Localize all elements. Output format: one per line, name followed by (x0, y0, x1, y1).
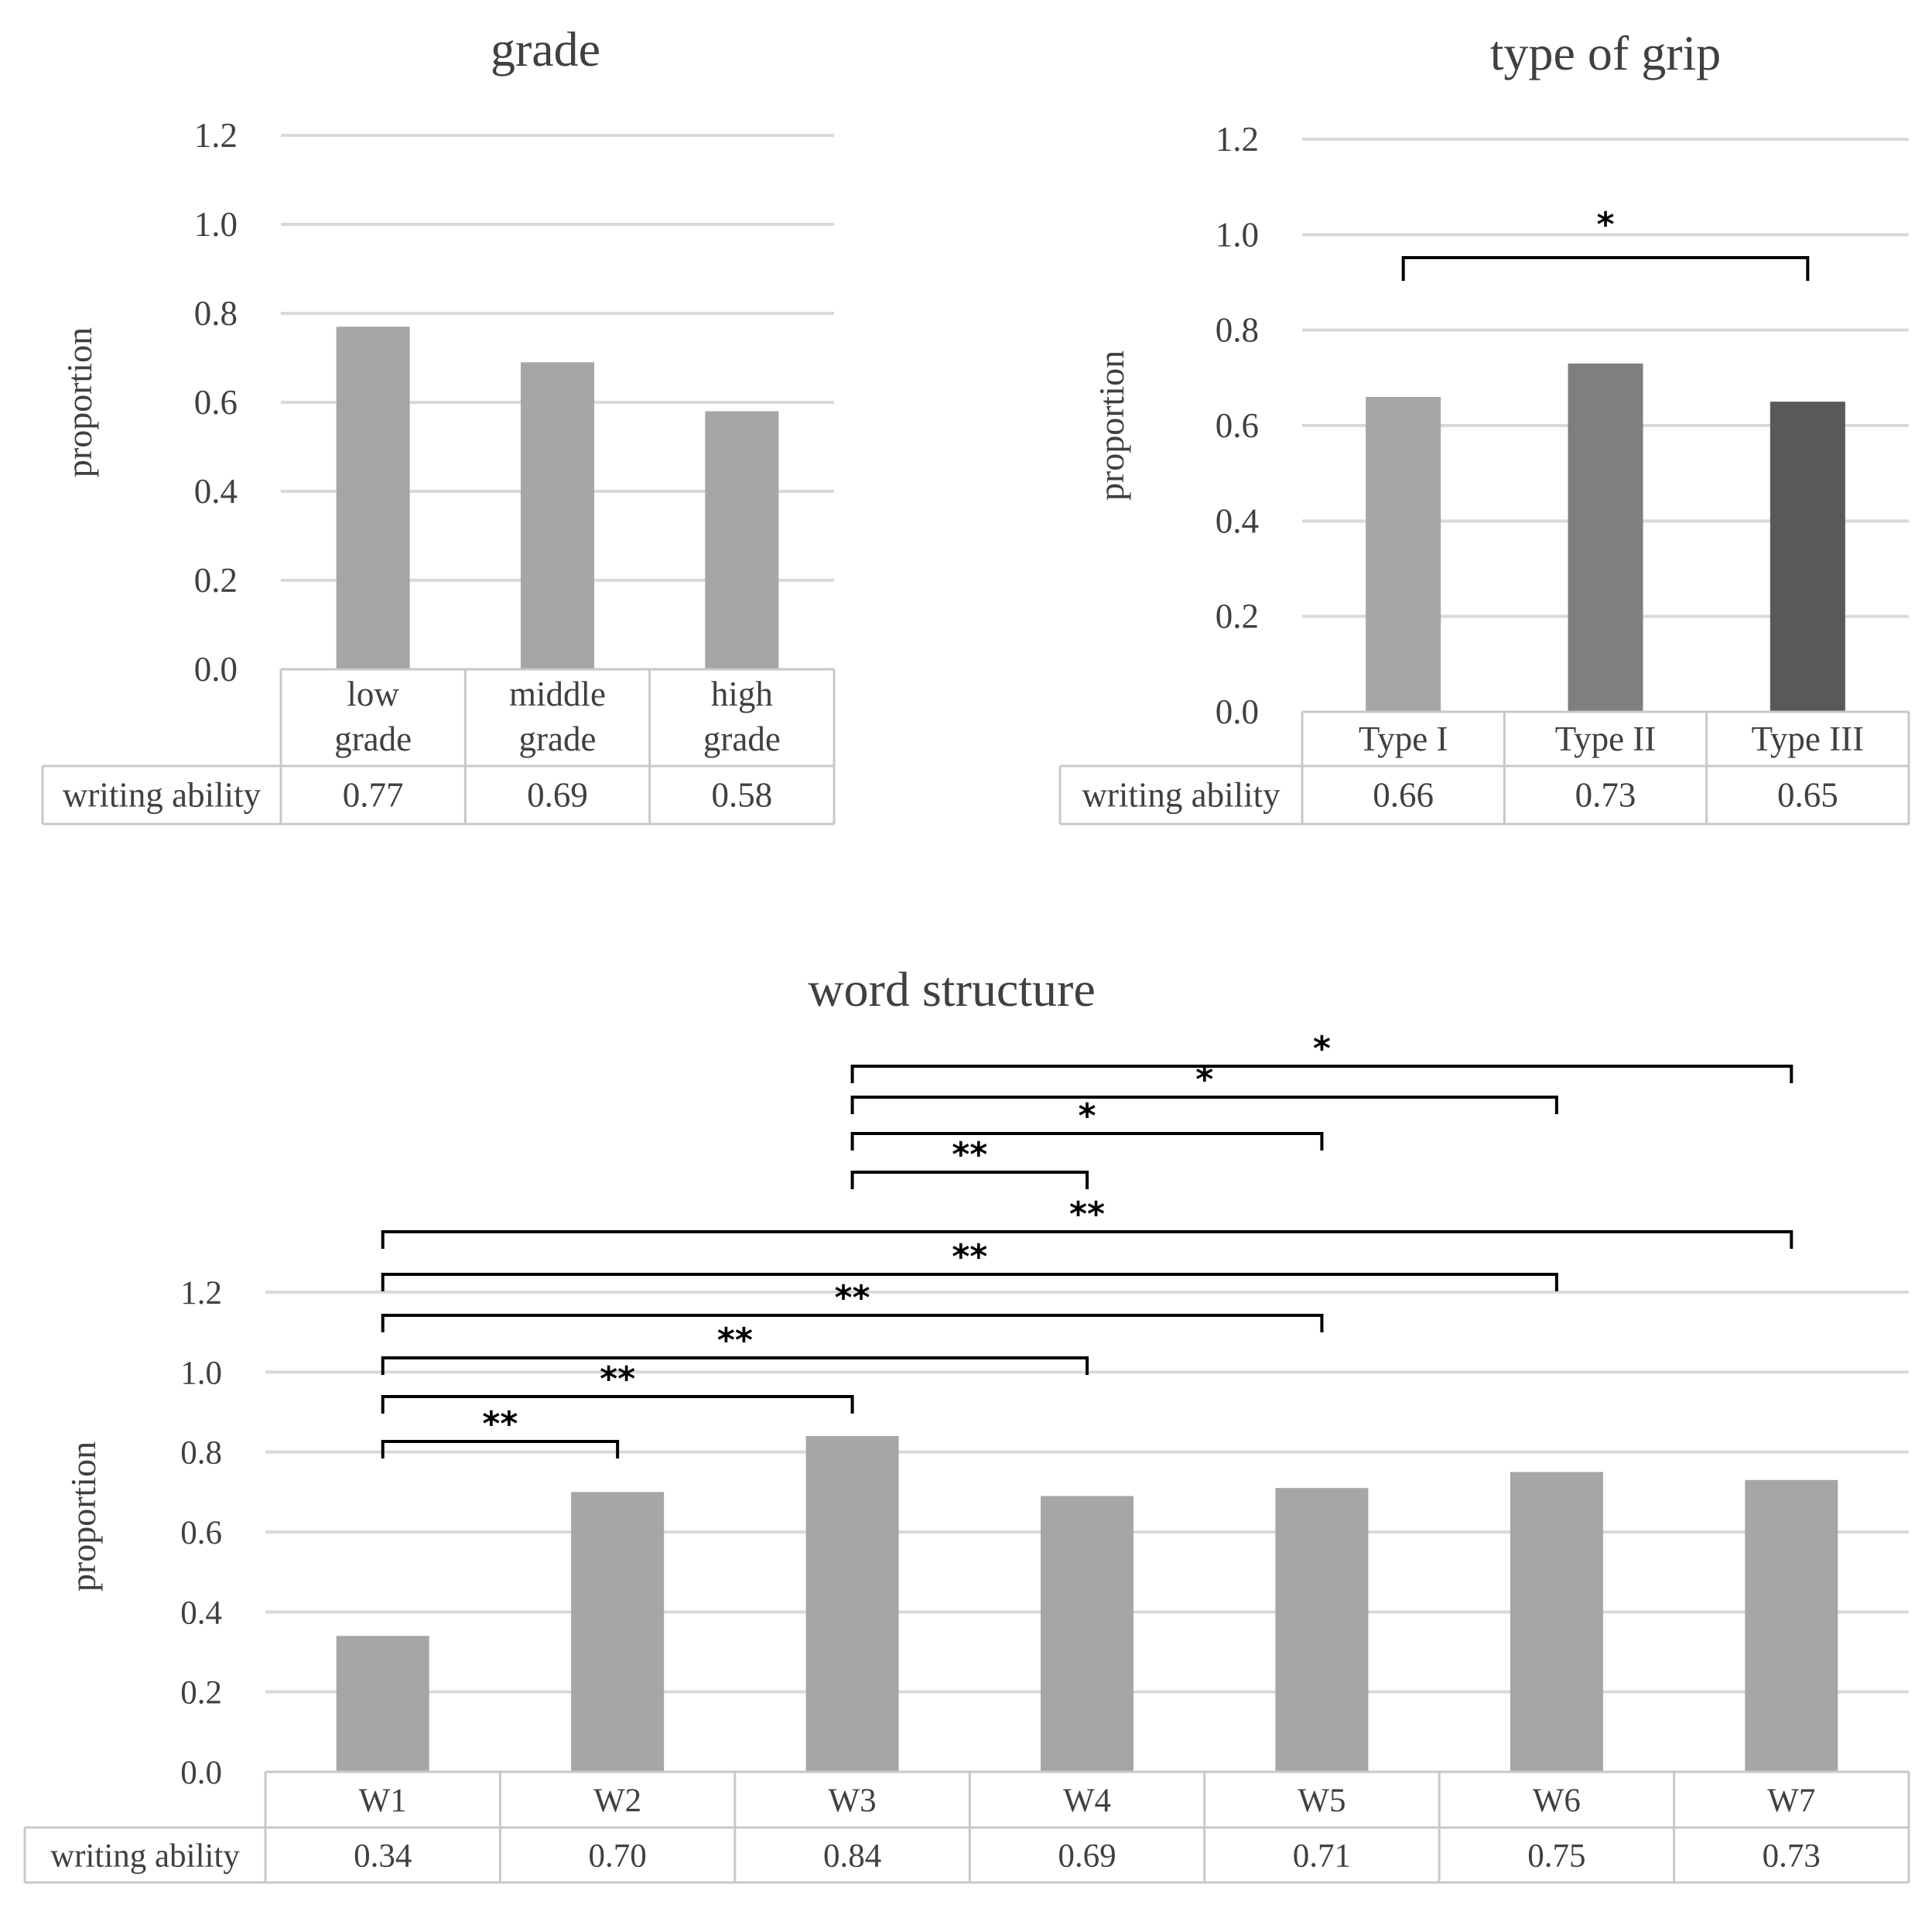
x-tick-label: W5 (1298, 1783, 1346, 1819)
x-tick-label: W6 (1533, 1783, 1581, 1819)
data-label: 0.73 (1575, 776, 1636, 815)
y-tick-label: 0.2 (1216, 597, 1259, 636)
significance-label: ** (717, 1321, 753, 1360)
y-axis-label: proportion (1092, 350, 1131, 501)
x-tick-label: grade (703, 720, 781, 758)
bar-4 (1041, 1496, 1134, 1772)
significance-bracket (381, 1356, 1089, 1375)
significance-bracket (381, 1273, 1558, 1291)
significance-bracket (850, 1065, 1794, 1083)
x-tick-label: Type III (1752, 720, 1865, 758)
y-tick-label: 0.0 (180, 1755, 222, 1791)
significance-label: ** (835, 1278, 870, 1318)
y-tick-label: 0.4 (194, 472, 238, 511)
y-tick-label: 0.6 (194, 383, 238, 422)
data-label: 0.65 (1777, 776, 1838, 815)
y-tick-label: 0.6 (180, 1515, 222, 1551)
significance-label: ** (482, 1404, 518, 1444)
y-tick-label: 1.0 (1216, 215, 1259, 254)
data-label: 0.69 (527, 776, 588, 815)
bar-1 (1366, 397, 1441, 712)
bar-6 (1510, 1472, 1603, 1772)
bar-3 (805, 1436, 899, 1772)
significance-bracket (381, 1395, 854, 1414)
data-label: 0.58 (711, 776, 772, 815)
significance-label: ** (1069, 1195, 1105, 1234)
y-tick-label: 0.4 (1216, 501, 1259, 540)
significance-bracket (850, 1132, 1324, 1151)
significance-label: * (1313, 1029, 1331, 1069)
x-tick-label: W1 (359, 1783, 407, 1819)
bar-1 (336, 327, 410, 669)
data-label: 0.69 (1058, 1838, 1116, 1875)
y-tick-label: 1.2 (180, 1275, 222, 1311)
y-tick-label: 1.2 (1216, 120, 1259, 159)
x-tick-label: W4 (1063, 1783, 1111, 1819)
data-label: 0.77 (343, 776, 404, 815)
x-tick-label: W7 (1767, 1783, 1815, 1819)
significance-label: * (1596, 205, 1614, 244)
y-tick-label: 1.2 (194, 116, 238, 155)
data-label: 0.73 (1763, 1838, 1821, 1875)
x-tick-label: middle (509, 675, 606, 713)
data-label: 0.34 (354, 1838, 412, 1875)
bar-2 (521, 362, 594, 669)
y-tick-label: 0.8 (180, 1435, 222, 1472)
significance-label: * (1195, 1060, 1213, 1099)
y-tick-label: 0.8 (1216, 311, 1259, 350)
data-label: 0.66 (1373, 776, 1434, 815)
data-label: 0.70 (589, 1838, 647, 1875)
legend-series-name: writing ability (63, 776, 262, 815)
x-tick-label: W2 (593, 1783, 641, 1819)
y-tick-label: 1.0 (180, 1355, 222, 1391)
data-label: 0.75 (1527, 1838, 1585, 1875)
data-label: 0.71 (1293, 1838, 1351, 1875)
bar-3 (705, 411, 779, 669)
significance-bracket (381, 1230, 1794, 1249)
significance-label: ** (600, 1359, 635, 1399)
y-tick-label: 0.2 (180, 1675, 222, 1711)
x-tick-label: low (347, 675, 399, 713)
chart-title: grade (491, 22, 600, 77)
chart-title: type of grip (1490, 26, 1722, 80)
significance-bracket (381, 1314, 1324, 1332)
significance-bracket (850, 1096, 1558, 1114)
x-tick-label: W3 (829, 1783, 877, 1819)
significance-bracket (381, 1440, 620, 1458)
significance-label: ** (952, 1135, 987, 1175)
word-structure-chart-panel: word structure proportion 0.0 0.2 0.4 0.6 0.8 1… (23, 962, 1910, 1884)
chart-title: word structure (808, 962, 1095, 1017)
bar-7 (1745, 1479, 1838, 1772)
grade-chart-panel: grade proportion 0.0 0.2 0.4 0.6 0.8 1.0 1.2 writ… (41, 22, 836, 826)
y-tick-label: 1.0 (194, 205, 238, 244)
significance-bracket (850, 1171, 1089, 1189)
y-axis-label: proportion (63, 1441, 103, 1592)
data-label: 0.84 (823, 1838, 881, 1875)
y-axis-label: proportion (60, 327, 99, 477)
x-tick-label: grade (519, 720, 597, 758)
bar-2 (571, 1492, 665, 1772)
x-tick-label: grade (334, 720, 412, 758)
bar-5 (1275, 1488, 1369, 1772)
y-tick-label: 0.0 (1216, 692, 1259, 731)
bar-3 (1770, 402, 1845, 712)
y-tick-label: 0.2 (194, 561, 238, 600)
bar-1 (336, 1636, 429, 1772)
legend-series-name: writing ability (50, 1838, 240, 1875)
x-tick-label: high (711, 675, 773, 713)
legend-series-name: writing ability (1082, 776, 1281, 815)
x-tick-label: Type II (1555, 720, 1657, 758)
y-tick-label: 0.0 (194, 650, 238, 689)
significance-label: ** (952, 1237, 987, 1277)
y-tick-label: 0.4 (180, 1595, 222, 1631)
y-tick-label: 0.6 (1216, 406, 1259, 445)
x-tick-label: Type I (1359, 720, 1448, 758)
type-of-grip-chart-panel: type of grip proportion 0.0 0.2 0.4 0.6 0.8 1.0… (1058, 26, 1910, 826)
significance-bracket (1401, 256, 1810, 281)
y-tick-label: 0.8 (194, 294, 238, 333)
bar-2 (1568, 363, 1643, 712)
significance-label: * (1078, 1096, 1096, 1136)
